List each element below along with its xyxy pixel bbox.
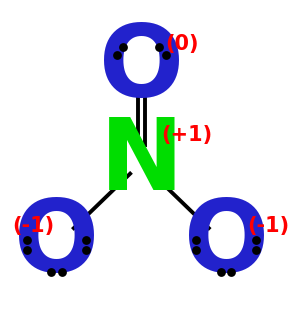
Point <box>157 45 162 50</box>
Point <box>163 52 168 57</box>
Point <box>25 237 29 242</box>
Point <box>253 248 258 253</box>
Text: N: N <box>99 114 183 211</box>
Text: (-1): (-1) <box>247 216 289 236</box>
Point <box>49 269 54 274</box>
Point <box>194 237 199 242</box>
Point <box>121 45 126 50</box>
Text: O: O <box>14 196 99 293</box>
Point <box>59 269 64 274</box>
Point <box>229 269 234 274</box>
Text: (+1): (+1) <box>162 125 213 145</box>
Text: O: O <box>99 21 184 118</box>
Text: (-1): (-1) <box>13 216 55 236</box>
Point <box>218 269 223 274</box>
Text: O: O <box>184 196 268 293</box>
Point <box>253 237 258 242</box>
Point <box>84 248 89 253</box>
Text: (0): (0) <box>165 34 199 54</box>
Point <box>194 248 199 253</box>
Point <box>84 237 89 242</box>
Point <box>114 52 119 57</box>
Point <box>25 248 29 253</box>
